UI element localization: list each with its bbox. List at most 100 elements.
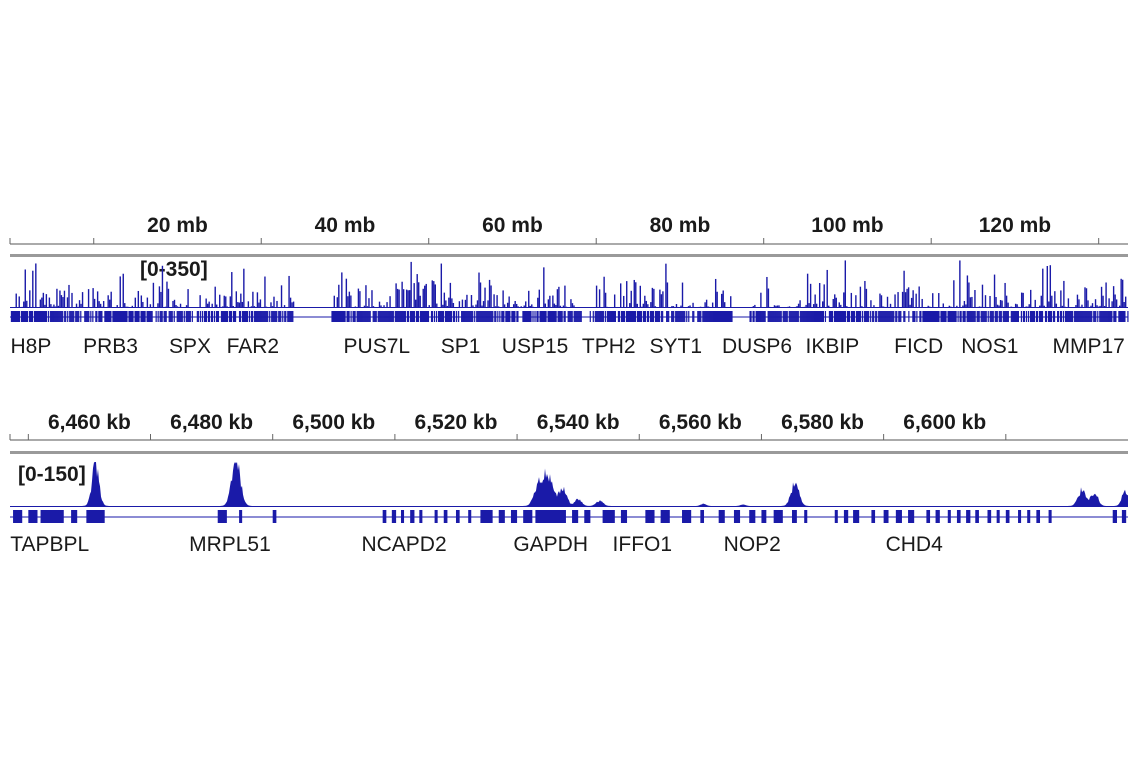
gene-label: TAPBPL: [10, 533, 89, 556]
signal-bar: [714, 278, 717, 307]
gene-block: [494, 311, 496, 322]
gene-block: [1002, 311, 1004, 322]
gene-block: [631, 311, 634, 322]
gene-block: [938, 311, 940, 322]
gene-block: [1014, 311, 1016, 322]
gene-block: [204, 311, 206, 322]
gene-block: [487, 311, 489, 322]
gene-block: [794, 311, 796, 322]
gene-block: [779, 311, 781, 322]
gene-track: [10, 311, 1129, 322]
gene-block: [276, 311, 278, 322]
gene-block: [864, 311, 866, 322]
gene-block: [271, 311, 273, 322]
gene-block: [525, 311, 527, 322]
gene-block: [532, 311, 534, 322]
gene-block: [896, 311, 898, 322]
signal-bar: [840, 304, 842, 307]
gene-block: [819, 311, 822, 322]
gene-block: [943, 311, 945, 322]
gene-block: [731, 311, 733, 322]
signal-bar: [1096, 305, 1098, 307]
gene-block: [54, 311, 56, 322]
gene-block: [885, 311, 887, 322]
gene-block: [480, 311, 482, 322]
gene-block: [617, 311, 620, 322]
gene-block: [1050, 311, 1053, 322]
gene-block: [71, 311, 73, 322]
signal-bar: [75, 303, 78, 307]
gene-block: [716, 311, 718, 322]
gene-block: [356, 311, 358, 322]
signal-bar: [405, 289, 408, 307]
gene-block: [129, 311, 131, 322]
gene-block: [1107, 311, 1109, 322]
gene-block: [288, 311, 290, 322]
signal-bar: [140, 295, 143, 307]
gene-exon: [1027, 510, 1031, 523]
gene-block: [693, 311, 695, 322]
signal-bar: [559, 305, 562, 307]
gene-label: CHD4: [886, 533, 943, 556]
gene-block: [205, 311, 207, 322]
gene-block: [403, 311, 405, 322]
gene-exon: [382, 510, 387, 523]
gene-block: [824, 311, 827, 322]
signal-bar: [389, 296, 391, 307]
gene-block: [146, 311, 148, 322]
gene-block: [611, 311, 613, 322]
signal-bar: [552, 295, 554, 307]
gene-block: [409, 311, 412, 322]
gene-block: [786, 311, 788, 322]
gene-block: [260, 311, 262, 322]
gene-exon: [1036, 510, 1041, 523]
gene-block: [514, 311, 516, 322]
signal-bar: [225, 296, 227, 307]
gene-block: [1081, 311, 1083, 322]
gene-block: [196, 311, 198, 322]
gene-block: [999, 311, 1001, 322]
gene-block: [723, 311, 725, 322]
gene-block: [760, 311, 762, 322]
gene-block: [926, 311, 928, 322]
signal-bar: [219, 294, 221, 307]
gene-block: [539, 311, 541, 322]
signal-bar: [440, 263, 443, 307]
gene-block: [842, 311, 845, 322]
gene-block: [778, 311, 780, 322]
gene-block: [927, 311, 929, 322]
gene-block: [573, 311, 575, 322]
gene-block: [14, 311, 17, 322]
signal-bar: [172, 300, 174, 307]
gene-block: [767, 311, 769, 322]
gene-block: [115, 311, 117, 322]
gene-block: [285, 311, 287, 322]
gene-block: [113, 311, 115, 322]
ruler-tick-label: 6,600 kb: [903, 411, 986, 434]
signal-bar: [562, 305, 565, 307]
signal-track: [15, 260, 1127, 307]
gene-block: [684, 311, 686, 322]
gene-block: [39, 311, 42, 322]
gene-block: [810, 311, 812, 322]
gene-block: [799, 311, 801, 322]
gene-block: [802, 311, 804, 322]
gene-block: [1057, 311, 1060, 322]
gene-exon: [926, 510, 931, 523]
gene-label: NOP2: [724, 533, 781, 556]
gene-block: [1033, 311, 1036, 322]
gene-block: [964, 311, 966, 322]
gene-block: [422, 311, 425, 322]
signal-bar: [124, 303, 126, 307]
gene-block: [870, 311, 872, 322]
gene-exon: [480, 510, 493, 523]
signal-bar: [54, 306, 57, 307]
gene-block: [367, 311, 369, 322]
gene-block: [675, 311, 677, 322]
gene-block: [337, 311, 339, 322]
gene-block: [64, 311, 66, 322]
gene-block: [768, 311, 770, 322]
gene-exon: [966, 510, 971, 523]
signal-bar: [959, 260, 961, 307]
gene-block: [697, 311, 699, 322]
